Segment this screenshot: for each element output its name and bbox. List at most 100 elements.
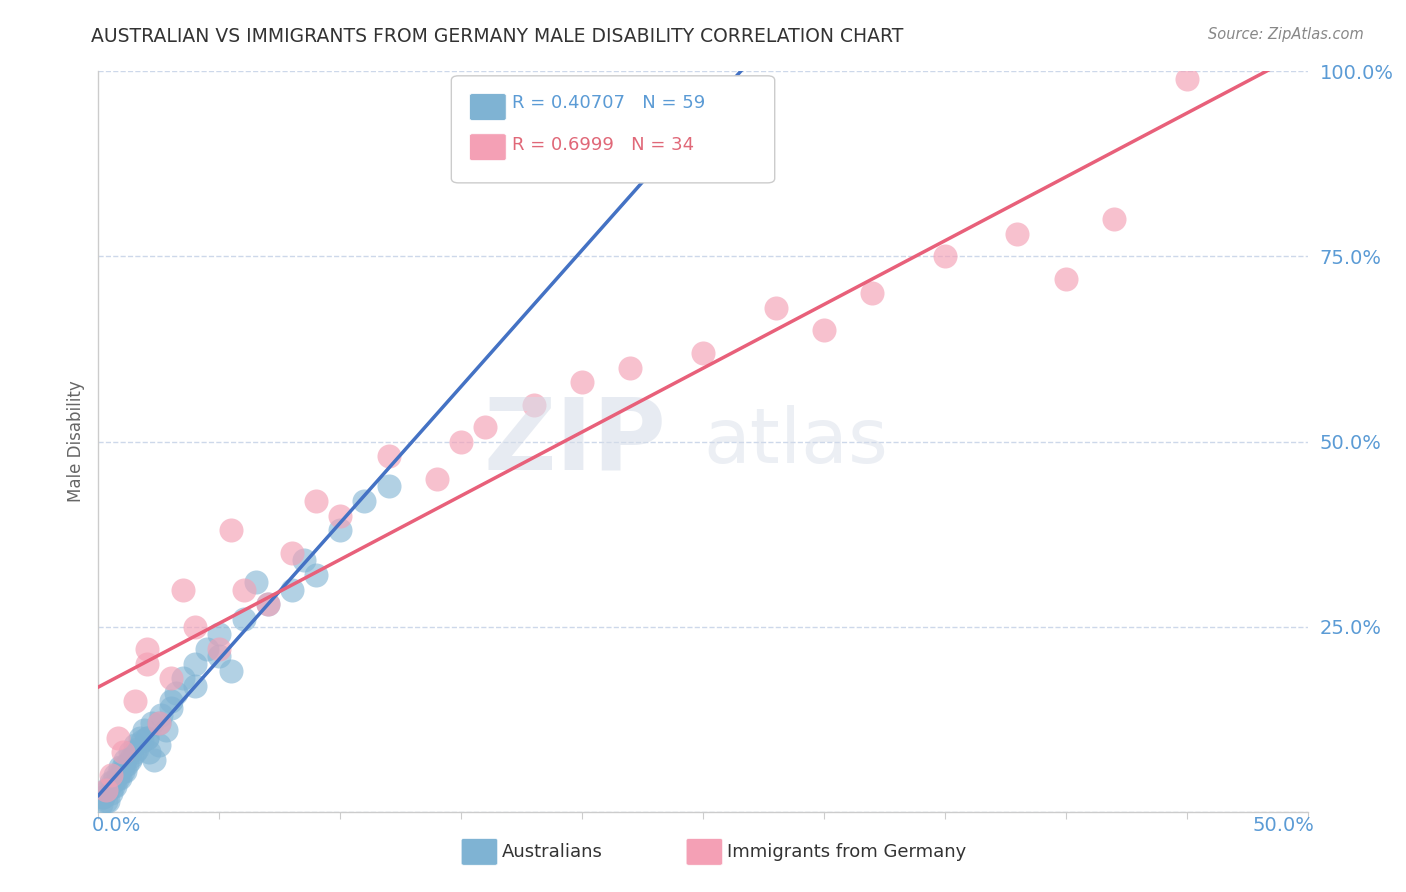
Point (934, 250, 956, 264)
Point (221, 664, 243, 678)
Point (195, 641, 218, 656)
Point (172, 672, 194, 686)
Point (107, 767, 129, 781)
Point (148, 715, 170, 730)
Point (692, 345, 714, 359)
Point (377, 479, 399, 493)
Point (114, 753, 136, 767)
Point (135, 641, 157, 656)
Text: Australians: Australians (502, 843, 603, 861)
Point (131, 734, 153, 748)
Y-axis label: Male Disability: Male Disability (66, 381, 84, 502)
Text: Immigrants from Germany: Immigrants from Germany (727, 843, 966, 861)
Point (256, 598, 278, 612)
Point (128, 731, 150, 745)
Point (117, 756, 139, 771)
Point (765, 301, 787, 316)
Point (135, 657, 157, 671)
Point (100, 786, 122, 800)
Point (121, 749, 143, 764)
Point (111, 746, 134, 760)
Point (208, 649, 231, 664)
Point (111, 760, 134, 774)
Point (208, 641, 231, 656)
Point (571, 376, 593, 390)
Point (114, 764, 136, 778)
Point (1007, 227, 1029, 242)
Point (329, 508, 352, 523)
Point (138, 746, 160, 760)
Point (377, 450, 399, 464)
Point (124, 738, 146, 752)
Point (148, 738, 170, 752)
Point (619, 360, 641, 375)
Text: AUSTRALIAN VS IMMIGRANTS FROM GERMANY MALE DISABILITY CORRELATION CHART: AUSTRALIAN VS IMMIGRANTS FROM GERMANY MA… (91, 27, 904, 45)
Point (292, 553, 315, 567)
Point (160, 701, 183, 715)
Point (155, 723, 177, 738)
Point (124, 694, 146, 708)
Point (1054, 271, 1077, 285)
Text: atlas: atlas (703, 405, 887, 478)
Point (523, 398, 546, 412)
Point (141, 715, 163, 730)
Point (135, 731, 157, 745)
Point (329, 524, 352, 538)
Point (245, 575, 267, 590)
Point (150, 708, 173, 723)
Point (94, 794, 117, 808)
Point (165, 686, 187, 700)
Text: 50.0%: 50.0% (1253, 815, 1315, 835)
Text: R = 0.6999   N = 34: R = 0.6999 N = 34 (512, 136, 695, 153)
Point (90, 797, 112, 812)
Point (426, 472, 449, 486)
Point (232, 582, 254, 597)
Point (232, 612, 254, 626)
Point (813, 324, 835, 338)
Point (172, 582, 194, 597)
Point (127, 741, 149, 756)
Point (148, 715, 170, 730)
Text: 0.0%: 0.0% (91, 815, 141, 835)
Point (118, 753, 141, 767)
Point (108, 772, 131, 786)
Point (160, 672, 183, 686)
Point (97, 794, 120, 808)
Point (450, 434, 472, 449)
Point (184, 679, 207, 693)
Point (281, 546, 304, 560)
Point (91, 789, 114, 804)
Point (221, 524, 243, 538)
Point (1102, 212, 1125, 227)
Point (104, 767, 127, 781)
Point (184, 657, 207, 671)
Point (107, 772, 129, 786)
Point (100, 775, 122, 789)
Point (256, 598, 278, 612)
Point (305, 493, 328, 508)
Point (97, 782, 120, 797)
Point (101, 779, 124, 793)
Text: ZIP: ZIP (484, 393, 666, 490)
Point (107, 731, 129, 745)
Point (118, 746, 141, 760)
Point (143, 753, 166, 767)
Point (281, 582, 304, 597)
Point (101, 775, 124, 789)
Point (108, 760, 131, 774)
Point (111, 764, 134, 778)
Point (100, 767, 122, 781)
Point (474, 419, 496, 434)
Point (94, 782, 117, 797)
Point (1175, 71, 1198, 86)
Point (94, 782, 117, 797)
Point (860, 286, 883, 301)
Point (91, 789, 114, 804)
Point (305, 567, 328, 582)
Text: Source: ZipAtlas.com: Source: ZipAtlas.com (1208, 27, 1364, 42)
Point (353, 493, 375, 508)
Point (208, 627, 231, 641)
Point (104, 779, 127, 793)
Point (160, 694, 183, 708)
Point (134, 723, 156, 738)
